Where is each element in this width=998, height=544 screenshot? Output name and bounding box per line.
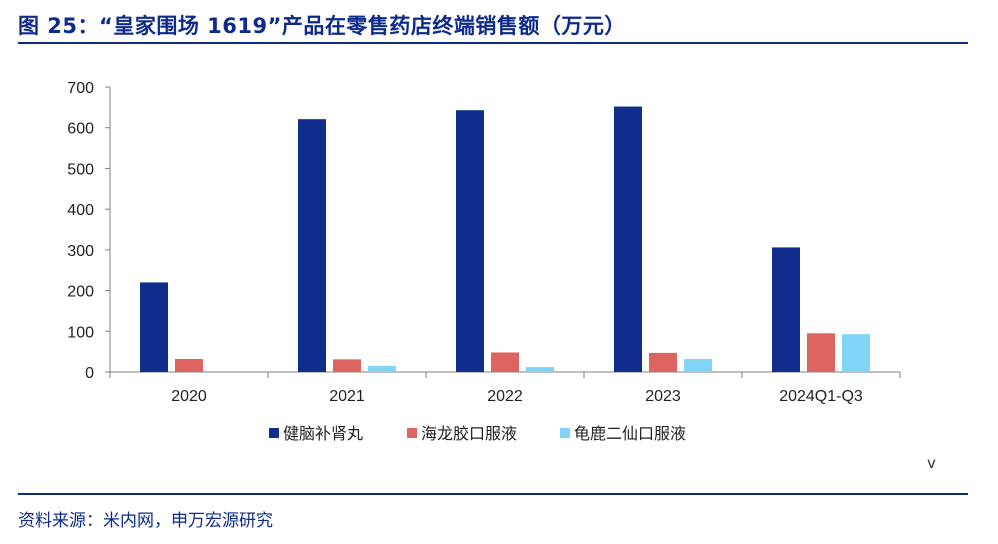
chart-bars	[140, 106, 870, 373]
bar-3-2021	[368, 365, 396, 372]
y-tick-label: 0	[85, 365, 94, 382]
legend-swatch-1	[269, 428, 279, 438]
x-tick-label: 2020	[171, 388, 207, 405]
title-rule	[18, 42, 968, 44]
bar-1-2021	[298, 119, 326, 373]
bar-2-2023	[649, 352, 677, 372]
bar-1-2023	[614, 106, 642, 373]
legend-label-3: 龟鹿二仙口服液	[574, 424, 686, 443]
legend-swatch-2	[407, 428, 417, 438]
bar-1-2020	[140, 282, 168, 372]
bar-2-2022	[491, 352, 519, 372]
x-tick-label: 2021	[329, 388, 365, 405]
chart-legend: 健脑补肾丸 海龙胶口服液 龟鹿二仙口服液	[269, 424, 686, 443]
bar-1-2022	[456, 110, 484, 372]
x-tick-label: 2024Q1-Q3	[779, 388, 863, 405]
bar-3-2023	[684, 358, 712, 372]
chart-tick-labels: 0 100 200 300 400 500 600 700 2020 2021 2022 2023 20…	[67, 80, 863, 405]
legend-label-1: 健脑补肾丸	[283, 424, 363, 443]
y-tick-label: 700	[67, 80, 94, 97]
legend-swatch-3	[560, 428, 570, 438]
y-tick-label: 600	[67, 121, 94, 138]
bar-2-2021	[333, 359, 361, 372]
x-tick-label: 2022	[487, 388, 523, 405]
stray-mark: v	[927, 454, 936, 472]
bar-2-2020	[175, 358, 203, 372]
y-tick-label: 400	[67, 202, 94, 219]
source-note: 资料来源：米内网，申万宏源研究	[18, 511, 273, 531]
x-tick-label: 2023	[645, 388, 681, 405]
bar-2-2024q1-q3	[807, 333, 835, 372]
source-rule	[18, 493, 968, 495]
legend-label-2: 海龙胶口服液	[421, 424, 517, 443]
y-tick-label: 200	[67, 284, 94, 301]
figure-title: 图 25：“皇家围场 1619”产品在零售药店终端销售额（万元）	[18, 14, 626, 38]
bar-3-2024q1-q3	[842, 334, 870, 372]
y-tick-label: 500	[67, 161, 94, 178]
bar-3-2022	[526, 367, 554, 372]
y-tick-label: 100	[67, 324, 94, 341]
y-tick-label: 300	[67, 243, 94, 260]
bar-1-2024q1-q3	[772, 247, 800, 372]
